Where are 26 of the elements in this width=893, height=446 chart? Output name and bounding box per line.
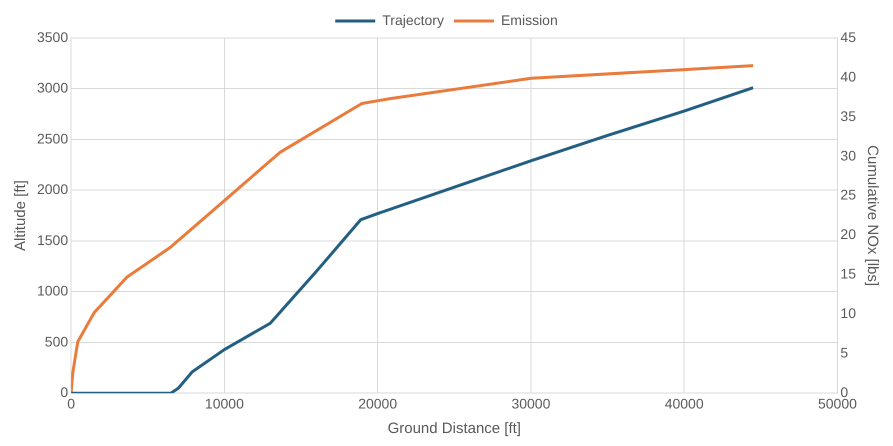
y2-tick-label: 35 [840, 108, 856, 124]
y2-tick-label: 20 [840, 226, 856, 242]
y2-tick-label: 25 [840, 186, 856, 203]
y2-axis-title: Cumulative NOx [lbs] [864, 145, 881, 286]
x-tick-label: 20000 [358, 395, 398, 412]
y-tick-label: 1500 [36, 232, 68, 248]
y2-tick-label: 15 [840, 266, 856, 282]
y-tick-label: 500 [44, 333, 68, 350]
x-tick-label: 30000 [511, 395, 551, 412]
legend-label: Emission [500, 12, 558, 28]
y-tick-label: 3000 [36, 80, 68, 96]
y-tick-label: 1000 [36, 282, 68, 299]
legend-label: Trajectory [382, 12, 444, 28]
y-tick-label: 2500 [36, 130, 68, 146]
y-tick-label: 3500 [36, 28, 68, 45]
y2-tick-label: 5 [840, 344, 848, 361]
y-tick-label: 2000 [36, 181, 68, 198]
y-tick-label: 0 [60, 384, 68, 400]
y2-tick-label: 45 [840, 28, 856, 45]
x-tick-label: 10000 [204, 395, 244, 412]
y2-tick-label: 10 [840, 305, 856, 322]
x-tick-label: 40000 [664, 395, 704, 412]
y2-tick-label: 40 [840, 68, 856, 84]
y2-tick-label: 30 [840, 147, 856, 164]
y-axis-title: Altitude [ft] [12, 180, 30, 252]
x-axis-title: Ground Distance [ft] [388, 420, 521, 438]
